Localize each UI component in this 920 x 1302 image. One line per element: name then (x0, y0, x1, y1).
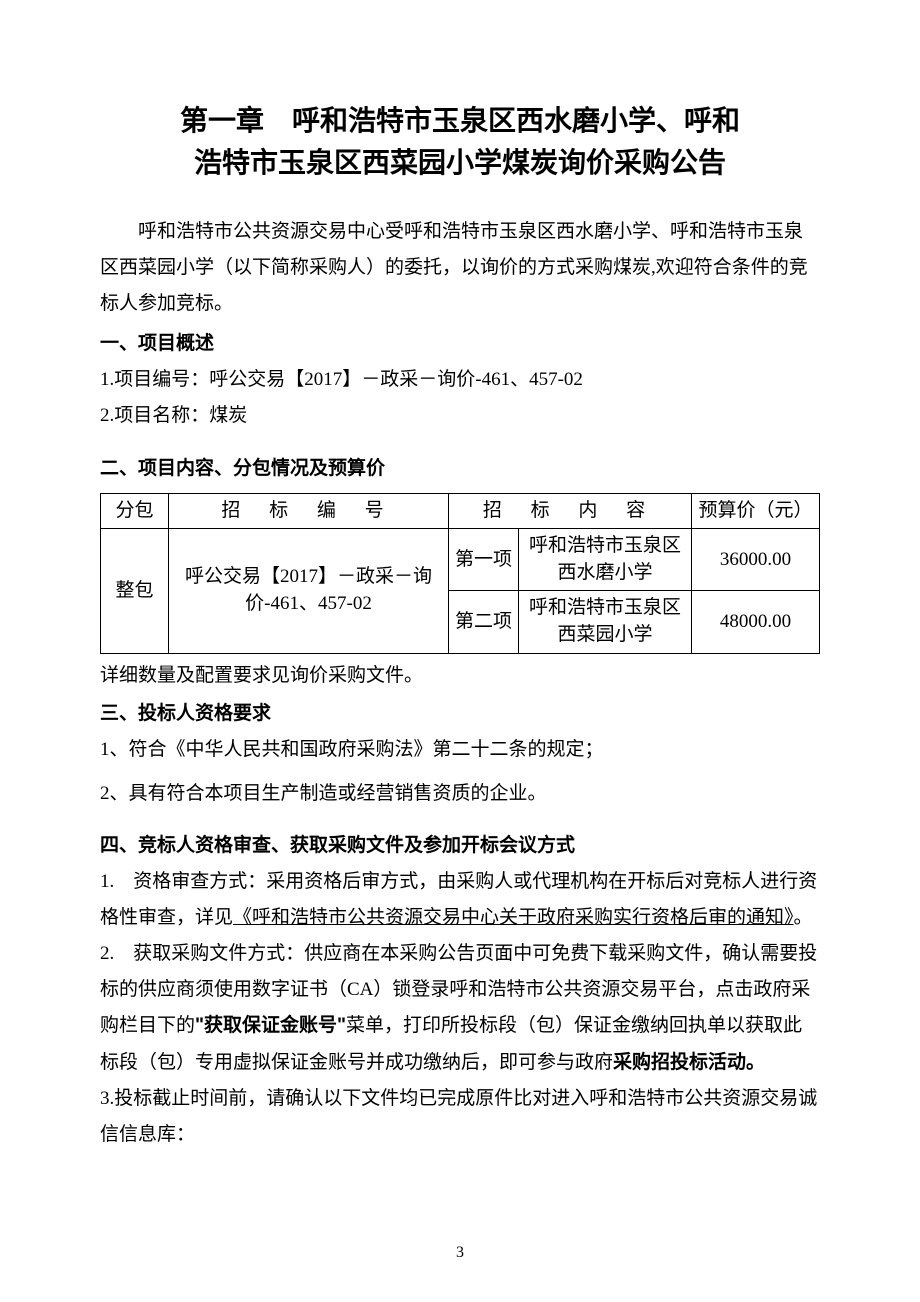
cell-bidnumber: 呼公交易【2017】－政采－询价-461、457-02 (169, 529, 449, 653)
intro-paragraph: 呼和浩特市公共资源交易中心受呼和浩特市玉泉区西水磨小学、呼和浩特市玉泉区西菜园小… (100, 214, 820, 322)
section3-heading: 三、投标人资格要求 (100, 696, 820, 732)
chapter-title-line2: 浩特市玉泉区西菜园小学煤炭询价采购公告 (194, 147, 726, 178)
th-content: 招 标 内 容 (449, 493, 692, 529)
section3-item2: 2、具有符合本项目生产制造或经营销售资质的企业。 (100, 776, 820, 812)
cell-itemno-2: 第二项 (449, 591, 519, 653)
cell-budget-1: 36000.00 (692, 529, 820, 591)
section3-item1: 1、符合《中华人民共和国政府采购法》第二十二条的规定； (100, 732, 820, 768)
section4-item3: 3.投标截止时间前，请确认以下文件均已完成原件比对进入呼和浩特市公共资源交易诚信… (100, 1081, 820, 1153)
section1-item2: 2.项目名称：煤炭 (100, 398, 820, 434)
chapter-title-line1: 呼和浩特市玉泉区西水磨小学、呼和 (292, 105, 740, 136)
th-bidnumber: 招 标 编 号 (169, 493, 449, 529)
section1-item1: 1.项目编号：呼公交易【2017】－政采－询价-461、457-02 (100, 362, 820, 398)
section4-item2: 2. 获取采购文件方式：供应商在本采购公告页面中可免费下载采购文件，确认需要投标… (100, 936, 820, 1080)
cell-content-1: 呼和浩特市玉泉区西水磨小学 (519, 529, 692, 591)
cell-itemno-1: 第一项 (449, 529, 519, 591)
section2-heading: 二、项目内容、分包情况及预算价 (100, 451, 820, 487)
section2-note: 详细数量及配置要求见询价采购文件。 (100, 658, 820, 694)
section4-item2-bold2: 采购招投标活动。 (613, 1052, 765, 1073)
section4-item1-post: 。 (794, 907, 813, 928)
section4-heading: 四、竞标人资格审查、获取采购文件及参加开标会议方式 (100, 828, 820, 864)
section4-item1-underline: 《呼和浩特市公共资源交易中心关于政府采购实行资格后审的通知》 (233, 907, 794, 928)
section1-heading: 一、项目概述 (100, 326, 820, 362)
project-table: 分包 招 标 编 号 招 标 内 容 预算价（元） 整包 呼公交易【2017】－… (100, 493, 820, 654)
th-package: 分包 (101, 493, 169, 529)
cell-content-2: 呼和浩特市玉泉区西菜园小学 (519, 591, 692, 653)
section4-item1: 1. 资格审查方式：采用资格后审方式，由采购人或代理机构在开标后对竞标人进行资格… (100, 864, 820, 936)
chapter-label: 第一章 (180, 100, 264, 142)
table-row: 整包 呼公交易【2017】－政采－询价-461、457-02 第一项 呼和浩特市… (101, 529, 820, 591)
chapter-title: 第一章呼和浩特市玉泉区西水磨小学、呼和 浩特市玉泉区西菜园小学煤炭询价采购公告 (100, 100, 820, 184)
th-budget: 预算价（元） (692, 493, 820, 529)
cell-budget-2: 48000.00 (692, 591, 820, 653)
page-number: 3 (0, 1244, 920, 1262)
section4-item2-bold1: "获取保证金账号" (195, 1015, 346, 1036)
cell-package: 整包 (101, 529, 169, 653)
table-header-row: 分包 招 标 编 号 招 标 内 容 预算价（元） (101, 493, 820, 529)
